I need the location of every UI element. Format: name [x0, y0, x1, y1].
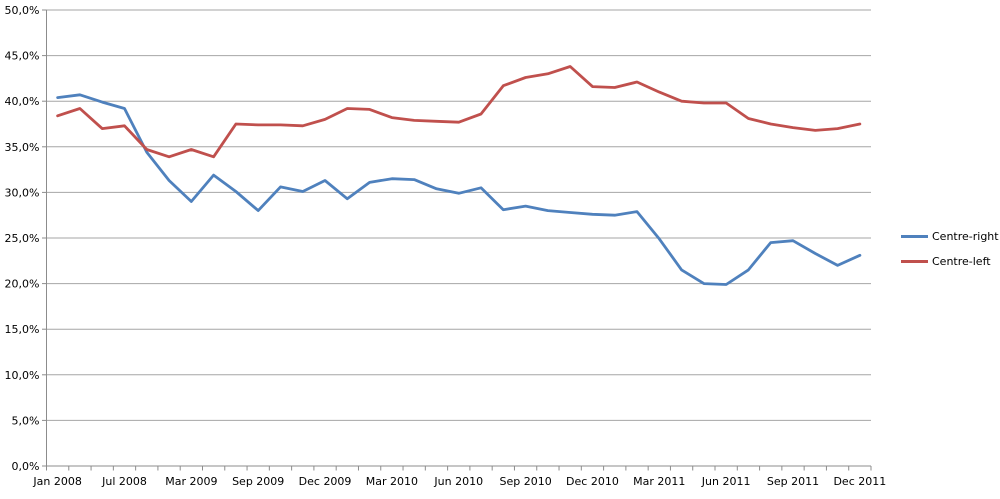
x-axis-tick-label: Dec 2009: [299, 475, 352, 488]
legend-label-centre-left: Centre-left: [932, 255, 991, 268]
x-axis-tick-label: Jul 2008: [101, 475, 147, 488]
x-axis-tick-label: Mar 2009: [165, 475, 217, 488]
y-axis-tick-label: 10,0%: [5, 369, 40, 382]
x-axis-tick-label: Mar 2010: [366, 475, 418, 488]
y-axis-tick-label: 0,0%: [12, 460, 40, 473]
x-axis-tick-label: Jun 2011: [701, 475, 751, 488]
y-axis-tick-label: 25,0%: [5, 232, 40, 245]
legend-item-centre-right: Centre-right: [901, 224, 999, 249]
y-axis-tick-label: 35,0%: [5, 141, 40, 154]
x-axis-tick-label: Sep 2010: [499, 475, 551, 488]
x-axis-tick-label: Jan 2008: [32, 475, 81, 488]
legend-line-swatch-centre-right: [901, 235, 928, 238]
y-axis-tick-label: 40,0%: [5, 95, 40, 108]
legend-item-centre-left: Centre-left: [901, 249, 999, 274]
legend-line-swatch-centre-left: [901, 260, 928, 263]
x-axis-tick-label: Sep 2009: [232, 475, 284, 488]
x-axis-tick-label: Jun 2010: [433, 475, 483, 488]
series-line-centre-right: [56, 93, 862, 286]
y-axis-tick-label: 45,0%: [5, 50, 40, 63]
x-axis-tick-label: Dec 2010: [566, 475, 619, 488]
x-axis-tick-label: Mar 2011: [633, 475, 685, 488]
chart-legend: Centre-right Centre-left: [901, 224, 999, 274]
y-axis-tick-label: 5,0%: [12, 414, 40, 427]
y-axis-tick-label: 20,0%: [5, 278, 40, 291]
series-line-centre-left: [56, 65, 862, 159]
legend-label-centre-right: Centre-right: [932, 230, 999, 243]
y-axis-tick-label: 30,0%: [5, 186, 40, 199]
y-axis-tick-label: 50,0%: [5, 4, 40, 17]
y-axis-tick-label: 15,0%: [5, 323, 40, 336]
x-axis-tick-label: Sep 2011: [767, 475, 819, 488]
x-axis-tick-label: Dec 2011: [833, 475, 886, 488]
